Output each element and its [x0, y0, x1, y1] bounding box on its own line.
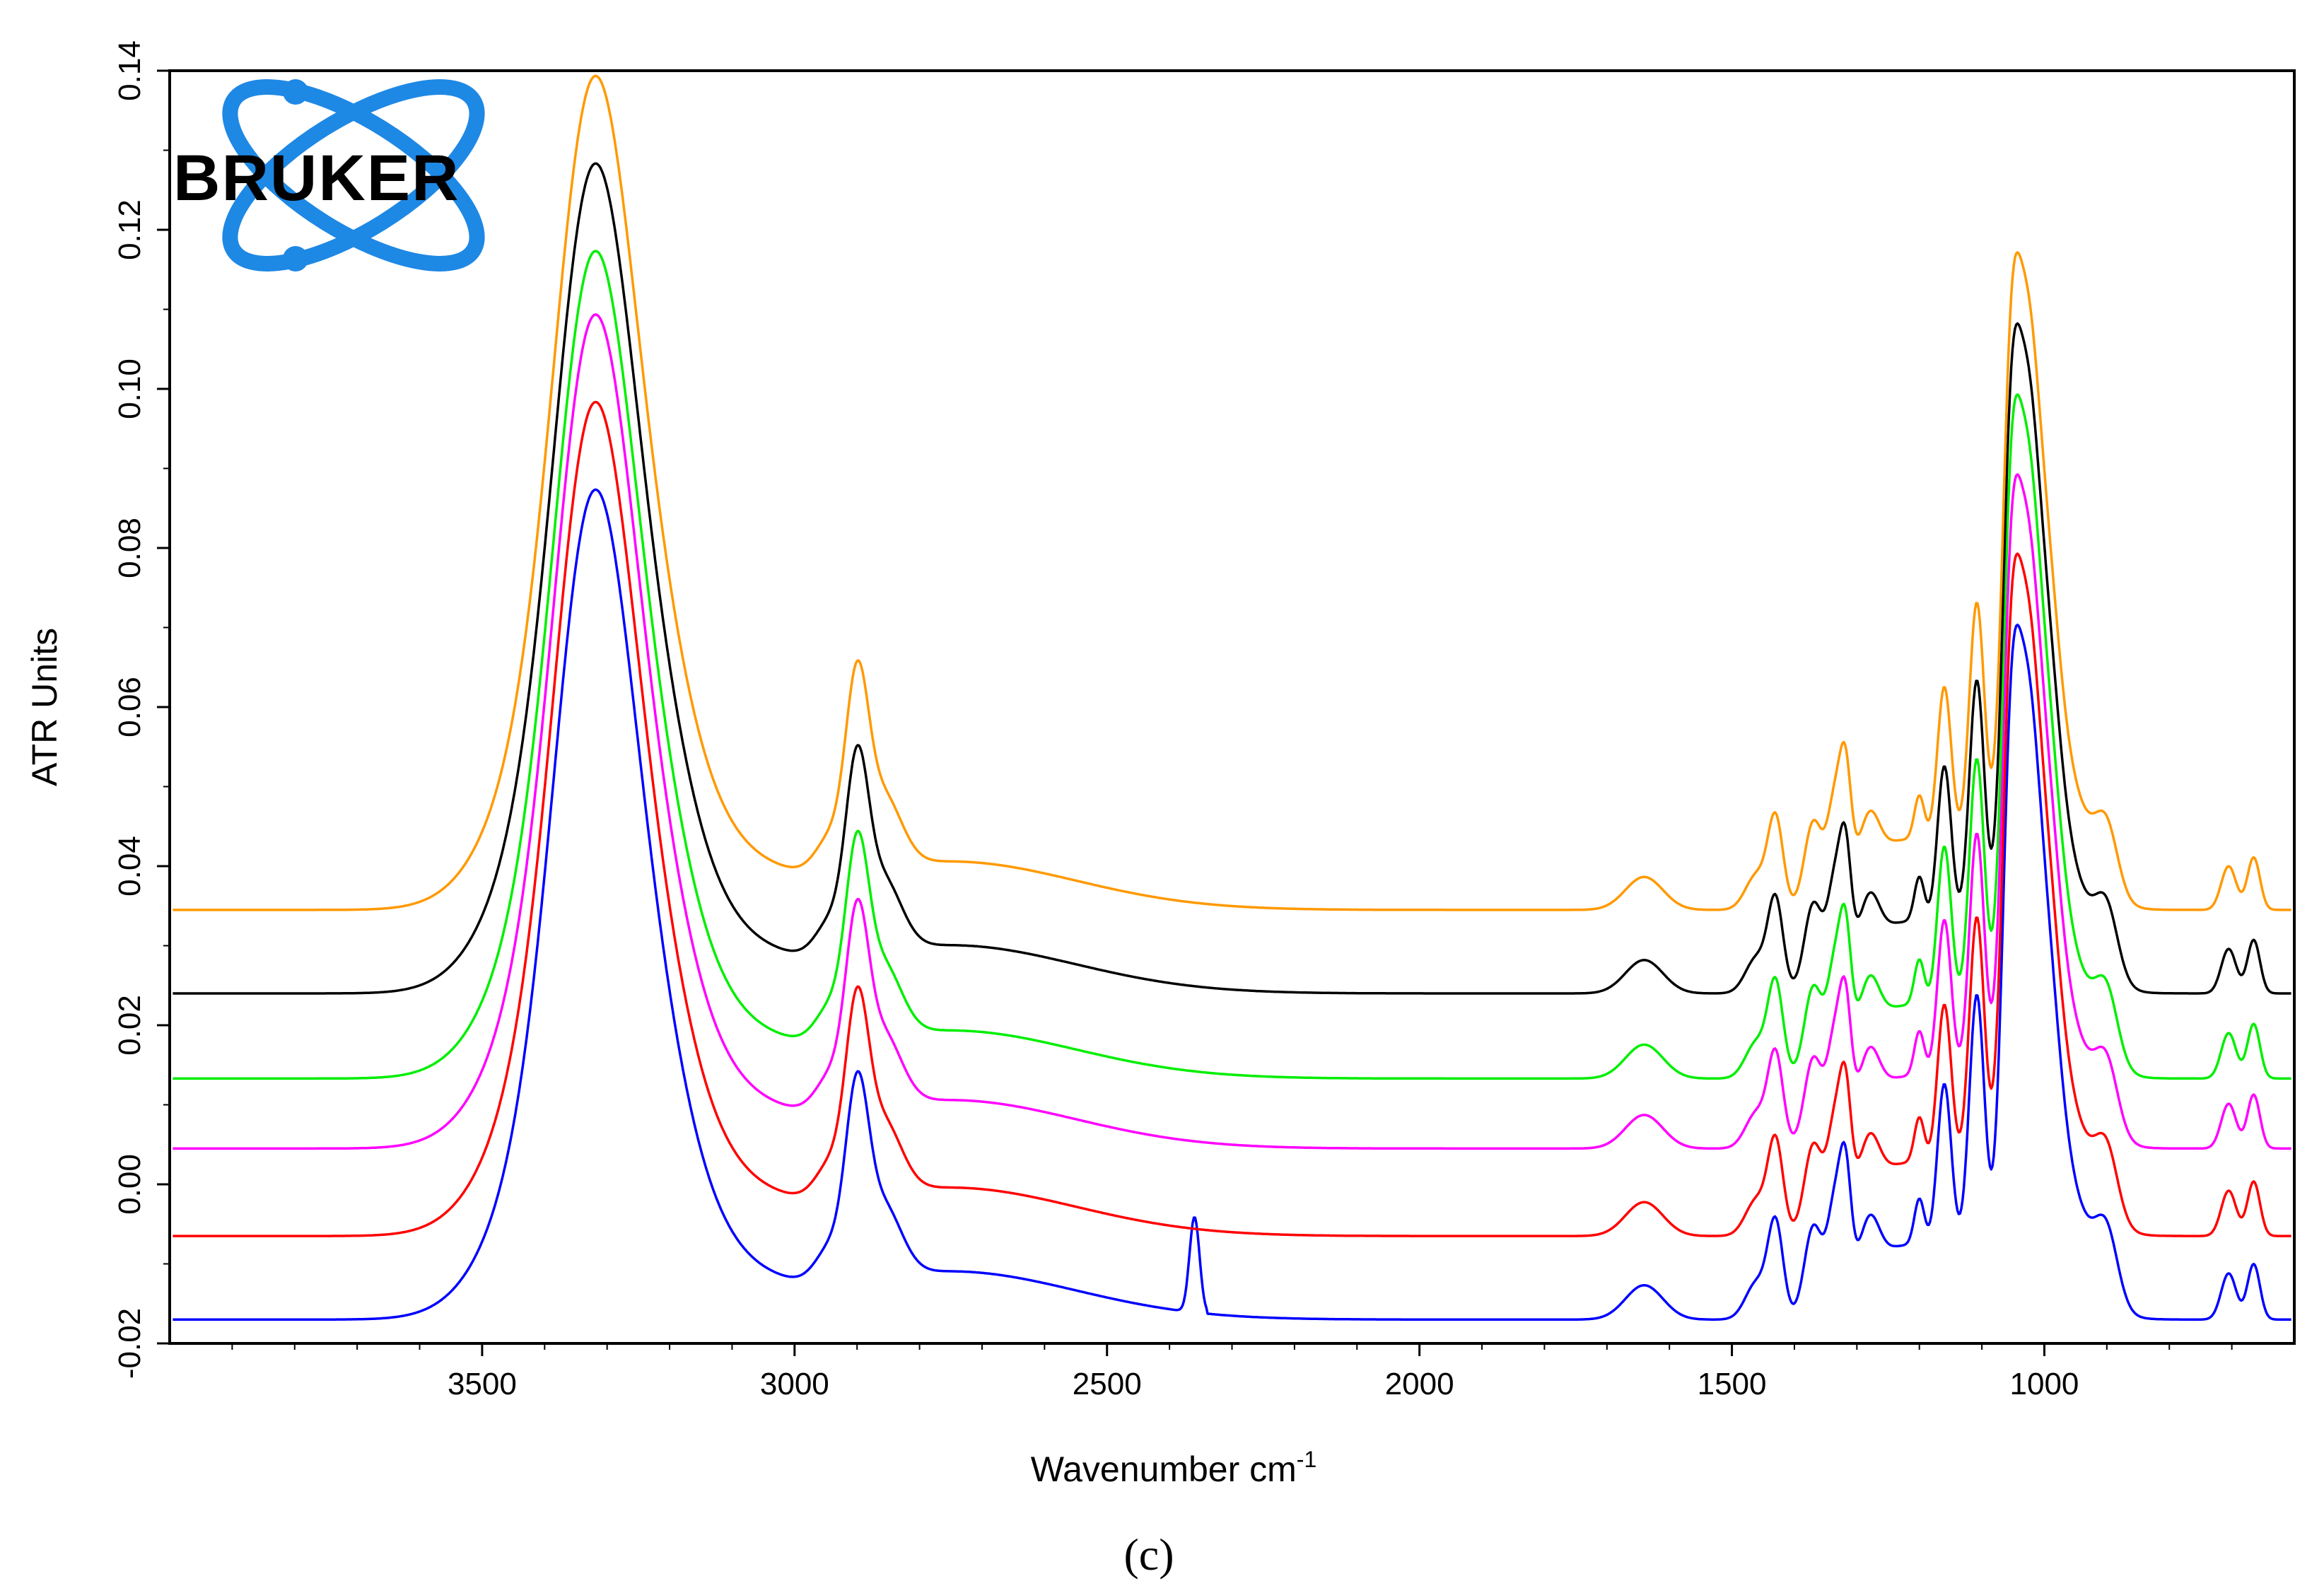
series-layer: [173, 74, 2291, 1321]
spectrum-line: [173, 74, 2291, 911]
y-tick-label: 0.06: [112, 677, 147, 737]
panel-label: (c): [1123, 1529, 1174, 1580]
x-tick-label: 3000: [760, 1367, 829, 1401]
spectrum-line: [173, 400, 2291, 1237]
x-tick-label: 1500: [1698, 1367, 1767, 1401]
logo-dot-bottom: [283, 246, 308, 272]
logo-dot-top: [283, 79, 308, 105]
x-tick-label: 3500: [448, 1367, 517, 1401]
logo-text: BRUKER: [173, 142, 460, 214]
x-tick-label: 1000: [2010, 1367, 2079, 1401]
spectrum-line: [173, 313, 2291, 1150]
plot-frame: [168, 69, 2296, 1345]
x-axis-title: Wavenumber cm-1: [1031, 1447, 1316, 1489]
y-tick-label: -0.02: [112, 1308, 147, 1379]
y-tick-label: 0.08: [112, 518, 147, 578]
y-tick-label: 0.02: [112, 995, 147, 1056]
x-tick-label: 2000: [1385, 1367, 1454, 1401]
y-tick-label: 0.04: [112, 836, 147, 897]
spectrum-line: [173, 250, 2291, 1080]
x-tick-label: 2500: [1073, 1367, 1142, 1401]
y-tick-label: 0.10: [112, 358, 147, 419]
y-axis-title: ATR Units: [25, 628, 64, 786]
logo-orbit-2: [222, 79, 485, 272]
logo-orbit-1: [222, 79, 485, 272]
bruker-logo: BRUKER: [173, 79, 485, 272]
y-tick-label: 0.00: [112, 1154, 147, 1215]
y-tick-label: 0.12: [112, 199, 147, 260]
x-axis: 3500 3000 2500 2000 1500 1000: [231, 1343, 2233, 1401]
y-axis: -0.02 0.00 0.02 0.04 0.06 0.08 0.10 0.12 0.14: [112, 40, 170, 1379]
y-tick-label: 0.14: [112, 40, 147, 101]
spectrum-line: [173, 162, 2291, 995]
spectrum-line: [173, 488, 2291, 1321]
